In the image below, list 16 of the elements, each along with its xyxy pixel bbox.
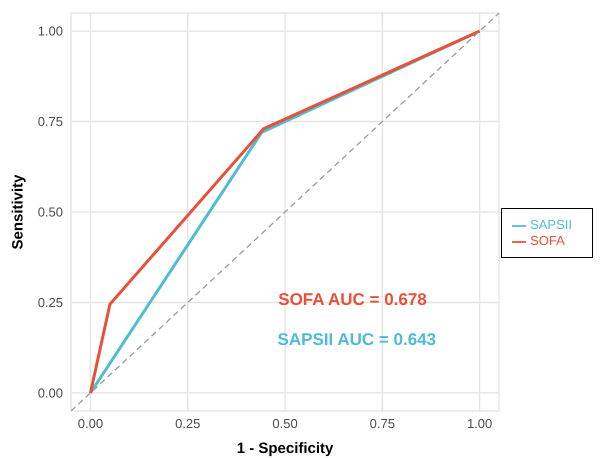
y-tick-label: 0.75 bbox=[38, 114, 63, 130]
y-tick-label: 1.00 bbox=[38, 24, 63, 39]
x-tick-label: 0.00 bbox=[78, 416, 104, 432]
y-tick-label: 0.25 bbox=[38, 295, 63, 310]
legend-label: SOFA bbox=[530, 233, 565, 248]
y-tick-label: 0.50 bbox=[38, 204, 63, 220]
x-tick-label: 0.75 bbox=[370, 416, 395, 432]
y-axis-title: Sensitivity bbox=[9, 174, 26, 250]
y-tick-label: 0.00 bbox=[38, 386, 63, 401]
annotation: SAPSII AUC = 0.643 bbox=[278, 330, 436, 350]
x-tick-label: 0.25 bbox=[175, 416, 200, 432]
x-tick-label: 1.00 bbox=[466, 416, 492, 432]
x-axis-title: 1 - Specificity bbox=[236, 440, 334, 457]
legend-label: SAPSII bbox=[530, 217, 572, 232]
x-tick-label: 0.50 bbox=[272, 416, 298, 432]
annotation: SOFA AUC = 0.678 bbox=[278, 290, 428, 310]
